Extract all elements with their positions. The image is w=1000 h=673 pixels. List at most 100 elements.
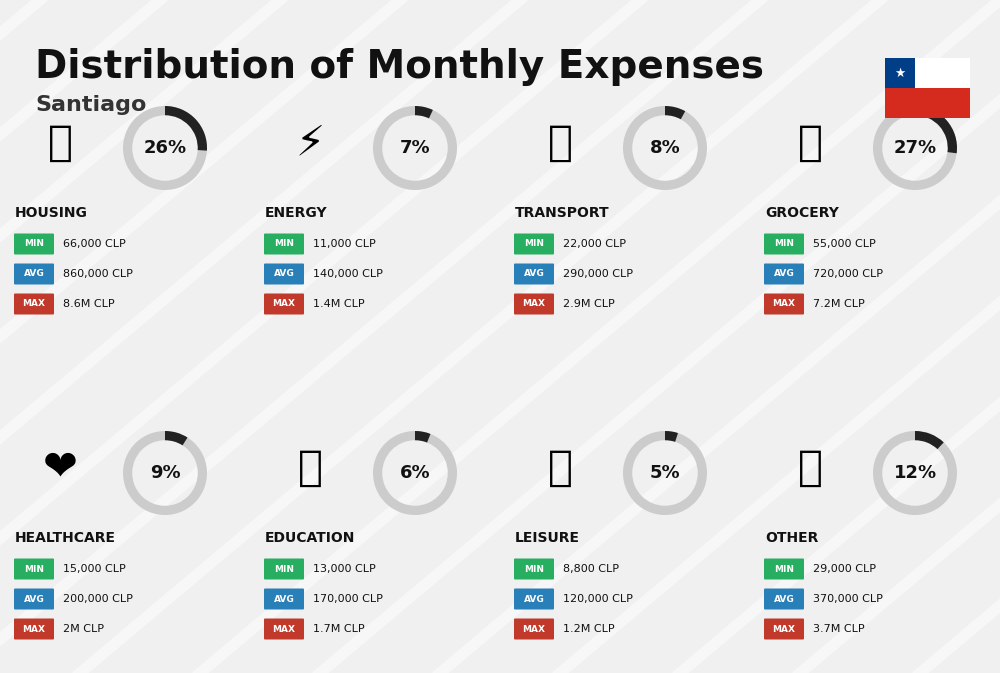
Wedge shape [915,106,957,153]
FancyBboxPatch shape [514,264,554,285]
Text: 9%: 9% [150,464,180,482]
Text: MIN: MIN [24,240,44,248]
Text: ★: ★ [894,67,905,79]
Text: 12%: 12% [893,464,937,482]
Text: 15,000 CLP: 15,000 CLP [63,564,126,574]
FancyBboxPatch shape [514,559,554,579]
FancyBboxPatch shape [14,588,54,610]
FancyBboxPatch shape [264,264,304,285]
Text: 2M CLP: 2M CLP [63,624,104,634]
Text: 🛍️: 🛍️ [548,447,572,489]
Text: 290,000 CLP: 290,000 CLP [563,269,633,279]
Text: OTHER: OTHER [765,531,818,545]
Text: MIN: MIN [274,240,294,248]
Text: 1.2M CLP: 1.2M CLP [563,624,615,634]
Text: 170,000 CLP: 170,000 CLP [313,594,383,604]
Text: AVG: AVG [24,269,44,279]
Text: AVG: AVG [774,269,794,279]
Text: HEALTHCARE: HEALTHCARE [15,531,116,545]
Text: 🏢: 🏢 [48,122,72,164]
Text: ❤️: ❤️ [43,447,77,489]
Text: 140,000 CLP: 140,000 CLP [313,269,383,279]
FancyBboxPatch shape [14,264,54,285]
Text: 720,000 CLP: 720,000 CLP [813,269,883,279]
FancyBboxPatch shape [264,559,304,579]
FancyBboxPatch shape [514,234,554,254]
FancyBboxPatch shape [264,234,304,254]
Text: 1.4M CLP: 1.4M CLP [313,299,365,309]
FancyBboxPatch shape [764,559,804,579]
Text: 120,000 CLP: 120,000 CLP [563,594,633,604]
FancyBboxPatch shape [885,58,915,88]
Text: MAX: MAX [272,625,296,633]
FancyBboxPatch shape [264,293,304,314]
Text: EDUCATION: EDUCATION [265,531,355,545]
FancyBboxPatch shape [885,88,970,118]
FancyBboxPatch shape [264,618,304,639]
Text: 2.9M CLP: 2.9M CLP [563,299,615,309]
Text: 860,000 CLP: 860,000 CLP [63,269,133,279]
Wedge shape [165,106,207,151]
FancyBboxPatch shape [264,588,304,610]
Text: 27%: 27% [893,139,937,157]
Text: MIN: MIN [274,565,294,573]
Text: 26%: 26% [143,139,187,157]
Text: AVG: AVG [774,594,794,604]
Text: HOUSING: HOUSING [15,206,88,220]
Text: 7.2M CLP: 7.2M CLP [813,299,865,309]
Text: 29,000 CLP: 29,000 CLP [813,564,876,574]
Text: MIN: MIN [24,565,44,573]
Text: 🚌: 🚌 [548,122,572,164]
Wedge shape [665,106,685,119]
FancyBboxPatch shape [764,234,804,254]
Wedge shape [873,431,957,515]
Wedge shape [665,431,678,442]
Text: 55,000 CLP: 55,000 CLP [813,239,876,249]
Text: 💰: 💰 [798,447,822,489]
Text: 5%: 5% [650,464,680,482]
Text: Santiago: Santiago [35,95,146,115]
Text: TRANSPORT: TRANSPORT [515,206,610,220]
Text: MIN: MIN [774,240,794,248]
Text: 🎓: 🎓 [298,447,322,489]
Text: 8%: 8% [650,139,680,157]
Text: 370,000 CLP: 370,000 CLP [813,594,883,604]
Text: MAX: MAX [272,299,296,308]
Text: 11,000 CLP: 11,000 CLP [313,239,376,249]
FancyBboxPatch shape [764,588,804,610]
Text: 7%: 7% [400,139,430,157]
Wedge shape [415,106,433,118]
Text: AVG: AVG [274,269,294,279]
Text: AVG: AVG [524,269,544,279]
FancyBboxPatch shape [14,234,54,254]
Text: Distribution of Monthly Expenses: Distribution of Monthly Expenses [35,48,764,86]
Text: MAX: MAX [523,299,546,308]
Text: 8,800 CLP: 8,800 CLP [563,564,619,574]
Text: MIN: MIN [774,565,794,573]
Text: MIN: MIN [524,240,544,248]
Wedge shape [623,431,707,515]
Wedge shape [873,106,957,190]
Wedge shape [373,431,457,515]
FancyBboxPatch shape [514,618,554,639]
Text: MAX: MAX [523,625,546,633]
Text: MAX: MAX [773,299,796,308]
Text: 22,000 CLP: 22,000 CLP [563,239,626,249]
Text: ENERGY: ENERGY [265,206,328,220]
Wedge shape [915,431,944,449]
FancyBboxPatch shape [514,293,554,314]
Wedge shape [415,431,430,443]
Text: AVG: AVG [24,594,44,604]
Wedge shape [123,431,207,515]
Wedge shape [165,431,188,446]
Text: 13,000 CLP: 13,000 CLP [313,564,376,574]
Text: ⚡: ⚡ [295,122,325,164]
Wedge shape [123,106,207,190]
FancyBboxPatch shape [14,293,54,314]
FancyBboxPatch shape [915,58,970,88]
FancyBboxPatch shape [14,618,54,639]
Text: AVG: AVG [274,594,294,604]
FancyBboxPatch shape [764,264,804,285]
FancyBboxPatch shape [14,559,54,579]
Text: 1.7M CLP: 1.7M CLP [313,624,365,634]
